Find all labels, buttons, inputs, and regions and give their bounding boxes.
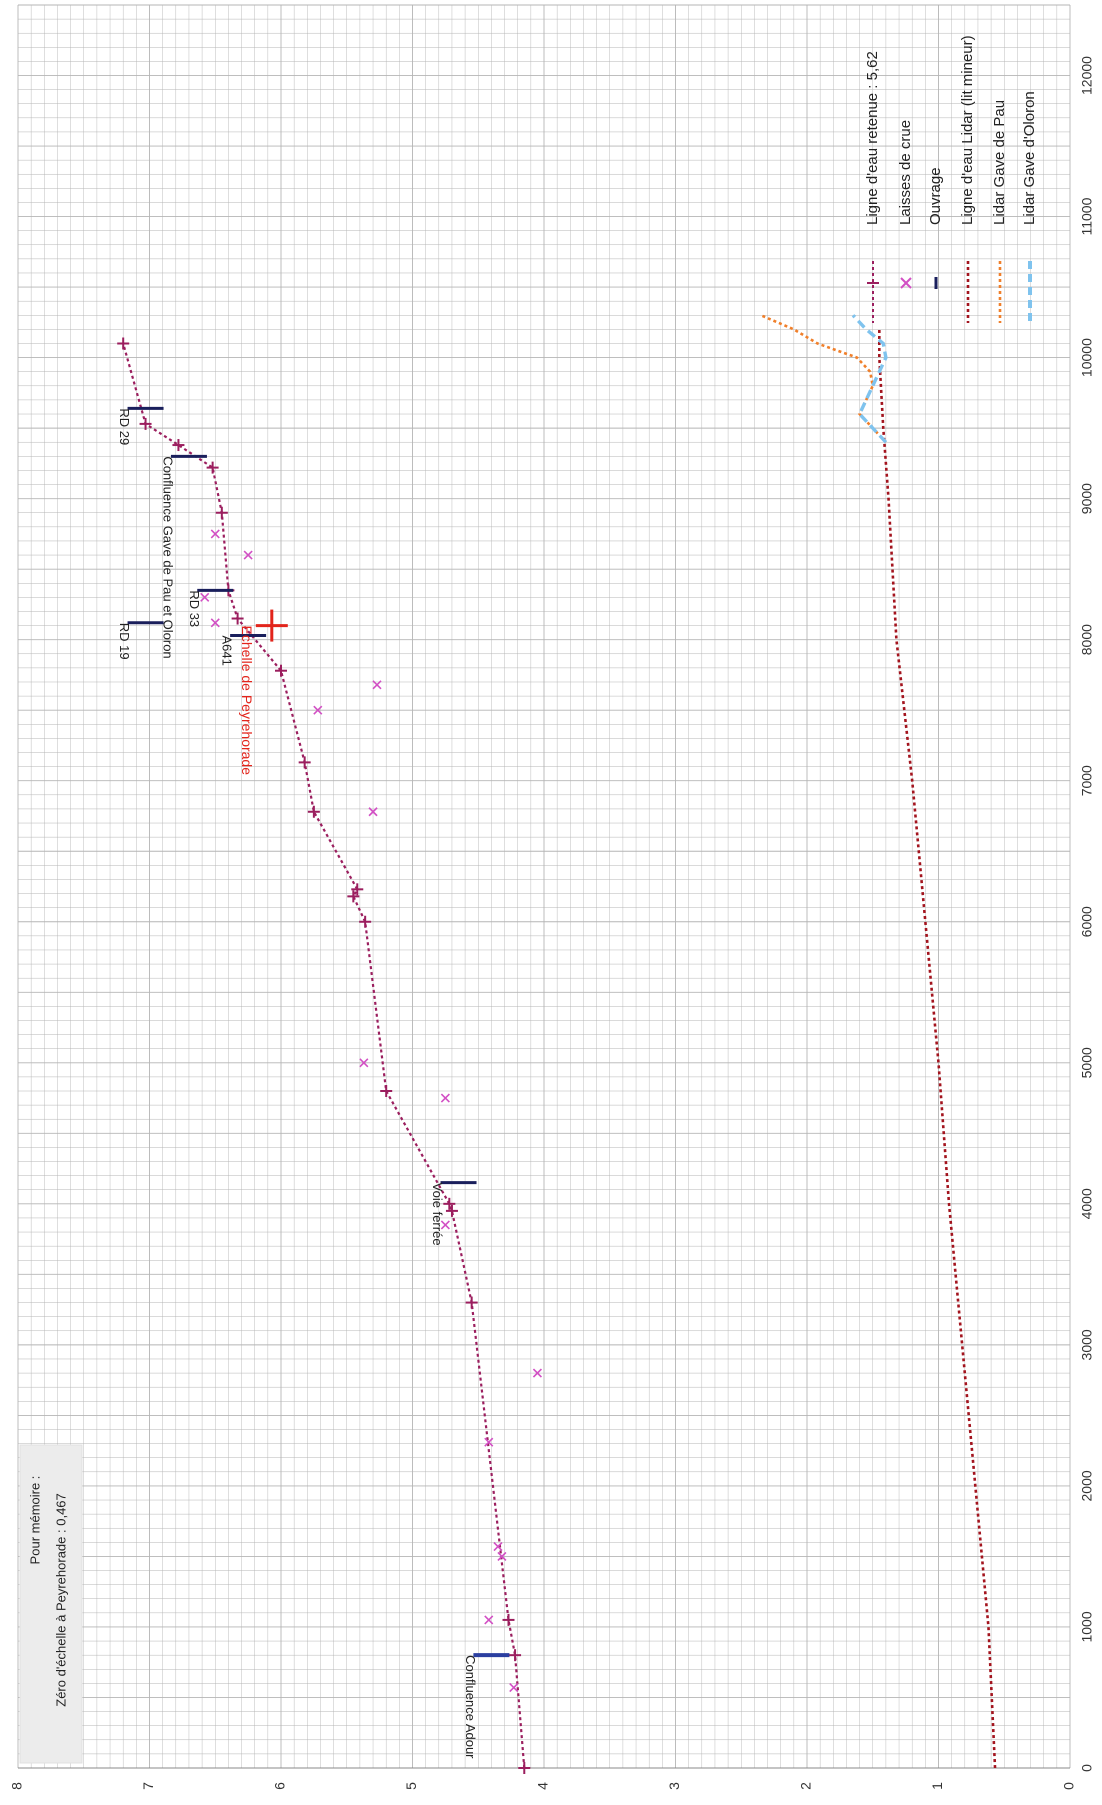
legend-label: Laisses de crue (897, 120, 914, 225)
laisse-de-crue-point (210, 529, 220, 539)
y-tick-label: 2 (798, 1782, 814, 1790)
ligne-retenue-point (465, 1296, 478, 1309)
ligne-retenue-point (445, 1204, 458, 1217)
series-ligne-retenue-line (122, 343, 526, 1769)
laisse-de-crue-point (313, 705, 323, 715)
ligne-retenue-point (509, 1649, 522, 1662)
legend-item: Lidar Gave de Pau (991, 100, 1008, 323)
x-tick-label: 7000 (1079, 765, 1095, 796)
ligne-retenue-point (443, 1197, 456, 1210)
x-tick-label: 9000 (1079, 483, 1095, 514)
laisse-de-crue-point (210, 618, 220, 628)
legend-label: Lidar Gave de Pau (991, 100, 1008, 225)
laisse-de-crue-point (200, 592, 210, 602)
ligne-retenue-point (380, 1085, 393, 1098)
laisse-de-crue-point (368, 807, 378, 817)
ligne-retenue-point (206, 461, 219, 474)
y-tick-label: 5 (403, 1782, 419, 1790)
note-background (19, 1444, 83, 1764)
ligne-retenue-point (351, 883, 364, 896)
laisse-de-crue-point (493, 1542, 503, 1552)
annotation-label-peyrehorade: Echelle de Peyrehorade (239, 626, 255, 776)
annotation-label: Voie ferrée (430, 1183, 445, 1246)
ligne-retenue-point (172, 439, 185, 452)
laisse-de-crue-point (359, 1058, 369, 1068)
ligne-retenue-point (215, 506, 228, 519)
ligne-retenue-point (359, 915, 372, 928)
legend-item: Lidar Gave d'Oloron (1021, 91, 1038, 323)
x-tick-label: 4000 (1079, 1188, 1095, 1219)
annotation-label: RD 19 (117, 623, 132, 660)
laisse-de-crue-point (243, 550, 253, 560)
legend-marker (900, 277, 912, 289)
legend-label: Ligne d'eau retenue : 5,62 (864, 51, 881, 225)
x-tick-label: 5000 (1079, 1047, 1095, 1078)
x-tick-label: 10000 (1079, 338, 1095, 377)
y-tick-label: 1 (929, 1782, 945, 1790)
y-tick-label: 8 (9, 1782, 25, 1790)
y-tick-label: 7 (140, 1782, 156, 1790)
laisse-de-crue-point (440, 1093, 450, 1103)
laisse-de-crue-point (372, 680, 382, 690)
y-tick-label: 6 (272, 1782, 288, 1790)
grid-layer (17, 4, 1071, 1769)
laisse-de-crue-point (532, 1368, 542, 1378)
y-tick-label: 4 (535, 1782, 551, 1790)
ligne-retenue-point (347, 890, 360, 903)
note-box: Pour mémoire : Zéro d'échelle à Peyrehora… (19, 1444, 83, 1764)
note-line-1: Pour mémoire : (27, 1476, 42, 1565)
legend-item: Laisses de crue (897, 120, 914, 289)
annotation-label: RD 29 (117, 408, 132, 445)
ligne-retenue-point (298, 756, 311, 769)
annotation-label: A641 (220, 635, 235, 665)
y-tick-label: 3 (666, 1782, 682, 1790)
series-lidar-gave-oloron-line (851, 314, 888, 444)
legend-label: Lidar Gave d'Oloron (1021, 91, 1038, 225)
ligne-retenue-point (139, 417, 152, 430)
ligne-retenue-point (117, 337, 130, 350)
ligne-retenue-point (307, 805, 320, 818)
annotation-label: RD 33 (187, 590, 202, 627)
legend-item: Ouvrage (927, 167, 944, 289)
x-tick-label: 6000 (1079, 906, 1095, 937)
y-tick-label: 0 (1061, 1782, 1077, 1790)
x-tick-label: 1000 (1079, 1611, 1095, 1642)
legend-item: Ligne d'eau Lidar (lit mineur) (959, 35, 976, 323)
annotation-label: Confluence Gave de Pau et Oloron (161, 456, 176, 658)
laisse-de-crue-point (509, 1683, 519, 1693)
x-tick-label: 8000 (1079, 624, 1095, 655)
echelle-peyrehorade-cross (255, 609, 288, 642)
series-lidar-gave-pau-line (760, 314, 887, 444)
laisse-de-crue-point (440, 1220, 450, 1230)
series-lidar-lit-mineur-line (878, 329, 997, 1769)
laisse-de-crue-point (497, 1551, 507, 1562)
x-tick-label: 11000 (1079, 197, 1095, 235)
ligne-retenue-point (231, 612, 244, 625)
x-tick-label: 3000 (1079, 1329, 1095, 1360)
legend-item: Ligne d'eau retenue : 5,62 (864, 51, 881, 323)
laisse-de-crue-point (484, 1615, 494, 1625)
x-tick-label: 0 (1079, 1764, 1095, 1772)
laisse-de-crue-point (484, 1437, 494, 1447)
legend-label: Ligne d'eau Lidar (lit mineur) (959, 35, 976, 225)
ligne-retenue-point (518, 1762, 531, 1774)
ligne-retenue-point (275, 664, 287, 677)
legend-label: Ouvrage (927, 167, 944, 225)
x-tick-label: 2000 (1079, 1470, 1095, 1501)
annotation-label: Confluence Adour (463, 1655, 478, 1759)
x-tick-label: 12000 (1079, 56, 1095, 95)
ligne-retenue-point (502, 1613, 515, 1626)
note-line-2: Zéro d'échelle à Peyrehorade : 0,467 (53, 1493, 68, 1707)
